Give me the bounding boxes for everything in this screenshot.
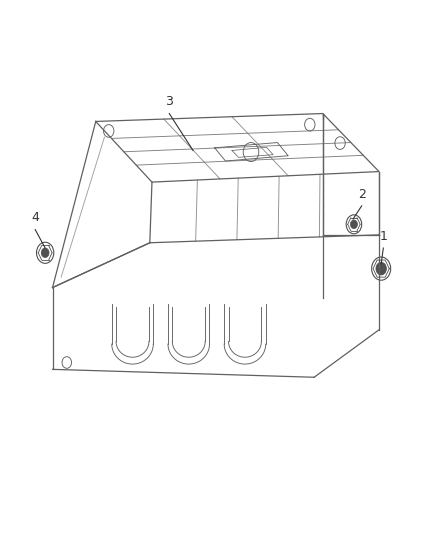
Text: 1: 1 [379,230,387,243]
Text: 4: 4 [31,212,39,224]
Circle shape [350,220,357,229]
Text: 3: 3 [165,95,173,108]
Text: 2: 2 [358,188,366,201]
Circle shape [41,248,49,257]
Circle shape [376,262,386,275]
